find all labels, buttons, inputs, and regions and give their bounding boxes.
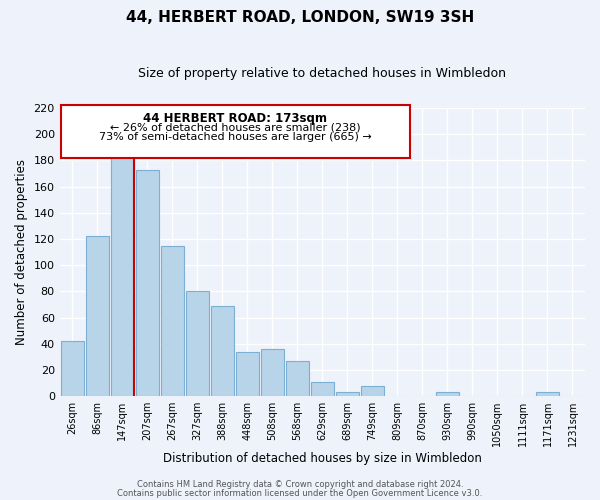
- Bar: [236, 352, 259, 396]
- Bar: [361, 386, 384, 396]
- Bar: [261, 349, 284, 396]
- Text: Contains public sector information licensed under the Open Government Licence v3: Contains public sector information licen…: [118, 488, 482, 498]
- Text: 44 HERBERT ROAD: 173sqm: 44 HERBERT ROAD: 173sqm: [143, 112, 328, 125]
- Bar: [211, 306, 234, 396]
- FancyBboxPatch shape: [61, 106, 410, 158]
- Bar: [186, 292, 209, 396]
- Bar: [336, 392, 359, 396]
- Bar: [110, 155, 134, 396]
- Text: ← 26% of detached houses are smaller (238): ← 26% of detached houses are smaller (23…: [110, 122, 361, 132]
- Bar: [86, 236, 109, 396]
- Bar: [136, 170, 159, 396]
- Bar: [436, 392, 459, 396]
- Bar: [61, 341, 83, 396]
- Y-axis label: Number of detached properties: Number of detached properties: [15, 159, 28, 345]
- Bar: [536, 392, 559, 396]
- Bar: [161, 246, 184, 396]
- Text: 73% of semi-detached houses are larger (665) →: 73% of semi-detached houses are larger (…: [99, 132, 372, 141]
- Title: Size of property relative to detached houses in Wimbledon: Size of property relative to detached ho…: [139, 68, 506, 80]
- Text: 44, HERBERT ROAD, LONDON, SW19 3SH: 44, HERBERT ROAD, LONDON, SW19 3SH: [126, 10, 474, 25]
- X-axis label: Distribution of detached houses by size in Wimbledon: Distribution of detached houses by size …: [163, 452, 482, 465]
- Text: Contains HM Land Registry data © Crown copyright and database right 2024.: Contains HM Land Registry data © Crown c…: [137, 480, 463, 489]
- Bar: [311, 382, 334, 396]
- Bar: [286, 361, 309, 396]
